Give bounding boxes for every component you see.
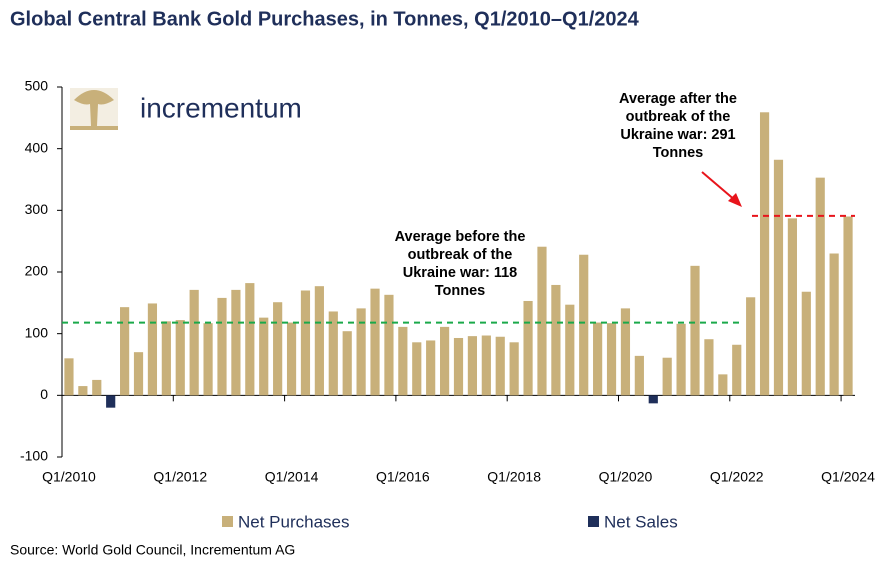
bar (565, 304, 575, 396)
bar (439, 326, 450, 396)
legend-label: Net Sales (604, 512, 678, 531)
y-tick-label: 400 (25, 139, 49, 155)
bar (426, 340, 436, 396)
bar (523, 300, 533, 396)
bar (620, 308, 631, 396)
x-tick-label: Q1/2018 (487, 469, 541, 485)
bar (328, 311, 338, 396)
bar (551, 284, 561, 396)
x-tick-label: Q1/2020 (599, 469, 653, 485)
bar (648, 395, 658, 404)
bar (606, 323, 617, 396)
bar (189, 289, 199, 396)
bar (370, 288, 380, 396)
bar (787, 218, 797, 396)
bar (453, 337, 464, 396)
bar (746, 297, 756, 396)
bar (676, 323, 686, 396)
bar (509, 342, 519, 396)
bar (106, 395, 116, 408)
bar (690, 265, 700, 396)
bar (384, 294, 394, 396)
bar (245, 283, 255, 396)
bar (120, 307, 130, 396)
bar (467, 336, 478, 396)
x-tick-label: Q1/2024 (821, 469, 875, 485)
y-tick-label: -100 (20, 448, 48, 464)
arrow-head (728, 193, 742, 207)
bar (537, 246, 547, 396)
source: Source: World Gold Council, Incrementum … (10, 542, 295, 558)
bar (217, 297, 227, 396)
bar (704, 339, 714, 396)
bar (481, 335, 491, 396)
x-tick-label: Q1/2012 (153, 469, 207, 485)
bar (759, 112, 770, 396)
bar (815, 177, 825, 396)
y-tick-label: 100 (25, 324, 49, 340)
y-tick-label: 200 (25, 263, 49, 279)
y-tick-label: 300 (25, 201, 49, 217)
logo-text: incrementum (140, 92, 302, 123)
logo-icon (70, 88, 118, 130)
bar (662, 357, 672, 396)
bar (147, 303, 158, 396)
annotation: Average after the outbreak of the Ukrain… (619, 91, 737, 161)
x-tick-label: Q1/2022 (710, 469, 764, 485)
bar (579, 254, 589, 396)
bar (286, 322, 297, 396)
bar (634, 355, 644, 396)
x-tick-label: Q1/2010 (42, 469, 96, 485)
bar (64, 358, 74, 396)
bar (259, 317, 269, 396)
bar (273, 302, 283, 396)
bar (773, 159, 784, 396)
bar (829, 253, 839, 396)
bar (175, 320, 185, 396)
bar (801, 291, 811, 396)
legend-swatch (588, 516, 599, 527)
bar (314, 286, 324, 396)
arrow (701, 171, 737, 202)
bar (78, 386, 88, 396)
y-tick-label: 500 (25, 78, 49, 94)
legend-label: Net Purchases (238, 512, 350, 531)
bar (92, 379, 102, 396)
x-tick-label: Q1/2016 (376, 469, 430, 485)
bar (732, 344, 742, 396)
bar (495, 336, 505, 396)
legend-swatch (222, 516, 233, 527)
bar (133, 352, 144, 396)
bar (718, 374, 728, 396)
bar (412, 342, 422, 396)
bar (843, 216, 853, 396)
bar (300, 290, 311, 396)
bar (203, 323, 213, 396)
bar (342, 331, 352, 396)
bar (398, 326, 408, 396)
x-tick-label: Q1/2014 (265, 469, 319, 485)
bar (231, 289, 241, 396)
annotation: Average before the outbreak of the Ukrai… (394, 229, 526, 299)
bar (161, 321, 171, 396)
bar (593, 322, 603, 396)
chart-title: Global Central Bank Gold Purchases, in T… (10, 8, 640, 30)
y-tick-label: 0 (40, 386, 48, 402)
bar (356, 308, 366, 396)
